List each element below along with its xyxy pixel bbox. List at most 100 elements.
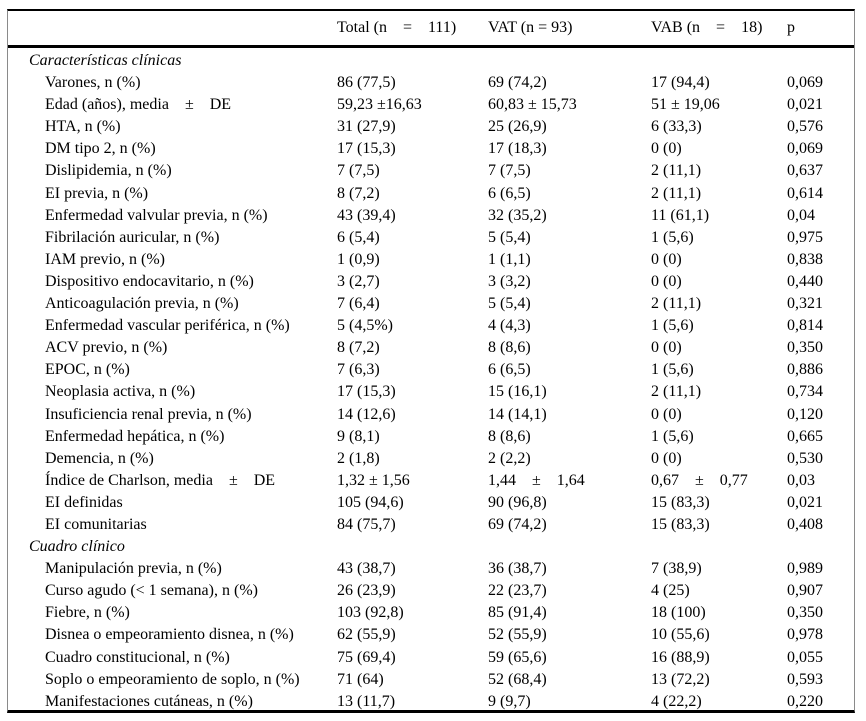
table-row: ACV previo, n (%) 8 (7,2) 8 (8,6) 0 (0) 0,35…	[8, 337, 854, 359]
total-value: 59,23 ±16,63	[337, 96, 422, 114]
table-header-row: Total (n = 111) VAT (n = 93) VAB (n = 18…	[8, 11, 854, 48]
table-row: Fibrilación auricular, n (%) 6 (5,4) 5 (5,…	[8, 227, 854, 249]
vab-value: 17 (94,4)	[651, 74, 710, 92]
row-label: IAM previo, n (%)	[45, 250, 165, 268]
vab-value: 11 (61,1)	[651, 206, 710, 224]
empty-cell	[488, 536, 651, 558]
vab-value: 15 (83,3)	[651, 493, 710, 511]
row-label: EI previa, n (%)	[45, 184, 149, 202]
row-label: Índice de Charlson, media ± DE	[45, 471, 276, 489]
row-label: Enfermedad hepática, n (%)	[45, 427, 225, 445]
vab-value: 0 (0)	[651, 250, 682, 268]
p-value: 0,069	[787, 140, 823, 158]
p-value: 0,614	[787, 184, 823, 202]
table-row: EPOC, n (%) 7 (6,3) 6 (6,5) 1 (5,6) 0,886	[8, 359, 854, 381]
row-label: Enfermedad valvular previa, n (%)	[45, 206, 268, 224]
p-value: 0,576	[787, 118, 823, 136]
vat-value: 36 (38,7)	[488, 560, 547, 578]
empty-cell	[337, 536, 488, 558]
row-label: Curso agudo (< 1 semana), n (%)	[45, 582, 258, 600]
p-value: 0,220	[787, 692, 823, 710]
vab-value: 2 (11,1)	[651, 162, 702, 180]
total-value: 1 (0,9)	[337, 250, 380, 268]
total-value: 9 (8,1)	[337, 427, 380, 445]
vat-value: 3 (3,2)	[488, 272, 531, 290]
vat-value: 85 (91,4)	[488, 604, 547, 622]
p-value: 0,978	[787, 626, 823, 644]
table-row: IAM previo, n (%) 1 (0,9) 1 (1,1) 0 (0) 0,83…	[8, 249, 854, 271]
vab-value: 0 (0)	[651, 405, 682, 423]
header-vab: VAB (n = 18)	[651, 19, 763, 36]
vat-value: 8 (8,6)	[488, 339, 531, 357]
row-label: Cuadro constitucional, n (%)	[45, 648, 230, 666]
table-row: Índice de Charlson, media ± DE 1,32 ± 1,5…	[8, 470, 854, 492]
vab-value: 0 (0)	[651, 339, 682, 357]
empty-cell	[787, 50, 854, 72]
vat-value: 2 (2,2)	[488, 449, 531, 467]
vab-value: 1 (5,6)	[651, 361, 694, 379]
p-value: 0,440	[787, 272, 823, 290]
table-row: Curso agudo (< 1 semana), n (%) 26 (23,9)…	[8, 580, 854, 602]
p-value: 0,734	[787, 383, 823, 401]
vat-value: 4 (4,3)	[488, 317, 531, 335]
vat-value: 25 (26,9)	[488, 118, 547, 136]
table-row: Soplo o empeoramiento de soplo, n (%) 71 …	[8, 669, 854, 691]
p-value: 0,975	[787, 228, 823, 246]
vat-value: 5 (5,4)	[488, 228, 531, 246]
table-row: Varones, n (%) 86 (77,5) 69 (74,2) 17 (94,4…	[8, 72, 854, 94]
row-label: Dislipidemia, n (%)	[45, 162, 172, 180]
row-label: Fibrilación auricular, n (%)	[45, 228, 220, 246]
row-label: Varones, n (%)	[45, 74, 141, 92]
p-value: 0,838	[787, 250, 823, 268]
total-value: 14 (12,6)	[337, 405, 396, 423]
section-title: Características clínicas	[29, 52, 182, 69]
vab-value: 0,67 ± 0,77	[651, 471, 748, 489]
vab-value: 7 (38,9)	[651, 560, 702, 578]
p-value: 0,814	[787, 317, 823, 335]
table-row: Edad (años), media ± DE 59,23 ±16,63 60,83…	[8, 94, 854, 116]
row-label: EI definidas	[45, 493, 123, 511]
p-value: 0,408	[787, 515, 823, 533]
total-value: 17 (15,3)	[337, 140, 396, 158]
p-value: 0,120	[787, 405, 823, 423]
table-row: Manipulación previa, n (%) 43 (38,7) 36 (3…	[8, 558, 854, 580]
vab-value: 6 (33,3)	[651, 118, 702, 136]
p-value: 0,021	[787, 96, 823, 114]
vat-value: 1 (1,1)	[488, 250, 531, 268]
total-value: 2 (1,8)	[337, 449, 380, 467]
vat-value: 6 (6,5)	[488, 184, 531, 202]
row-label: ACV previo, n (%)	[45, 339, 168, 357]
vat-value: 52 (55,9)	[488, 626, 547, 644]
row-label: Neoplasia activa, n (%)	[45, 383, 196, 401]
total-value: 8 (7,2)	[337, 184, 380, 202]
row-label: Dispositivo endocavitario, n (%)	[45, 272, 254, 290]
total-value: 3 (2,7)	[337, 272, 380, 290]
total-value: 1,32 ± 1,56	[337, 471, 410, 489]
vat-value: 32 (35,2)	[488, 206, 547, 224]
empty-cell	[488, 50, 651, 72]
total-value: 7 (6,4)	[337, 295, 380, 313]
clinical-characteristics-table: Total (n = 111) VAT (n = 93) VAB (n = 18…	[7, 9, 855, 713]
table-row: DM tipo 2, n (%) 17 (15,3) 17 (18,3) 0 (0) 0…	[8, 138, 854, 160]
total-value: 75 (69,4)	[337, 648, 396, 666]
vab-value: 1 (5,6)	[651, 317, 694, 335]
table-row: Neoplasia activa, n (%) 17 (15,3) 15 (16,1…	[8, 381, 854, 403]
table-row: Manifestaciones cutáneas, n (%) 13 (11,7)…	[8, 691, 854, 713]
row-label: HTA, n (%)	[45, 118, 121, 136]
table-row: EI previa, n (%) 8 (7,2) 6 (6,5) 2 (11,1) 0,…	[8, 183, 854, 205]
header-total: Total (n = 111)	[337, 19, 457, 36]
row-label: EI comunitarias	[45, 515, 147, 533]
table-row: EI comunitarias 84 (75,7) 69 (74,2) 15 (83,…	[8, 514, 854, 536]
total-value: 84 (75,7)	[337, 515, 396, 533]
table-body: Características clínicas Varones, n (%) 86…	[8, 48, 854, 713]
total-value: 62 (55,9)	[337, 626, 396, 644]
vab-value: 4 (25)	[651, 582, 690, 600]
vab-value: 2 (11,1)	[651, 383, 702, 401]
vat-value: 8 (8,6)	[488, 427, 531, 445]
table-row: Insuficiencia renal previa, n (%) 14 (12,…	[8, 404, 854, 426]
vat-value: 17 (18,3)	[488, 140, 547, 158]
vab-value: 10 (55,6)	[651, 626, 710, 644]
total-value: 8 (7,2)	[337, 339, 380, 357]
vab-value: 15 (83,3)	[651, 515, 710, 533]
row-label: Soplo o empeoramiento de soplo, n (%)	[45, 670, 300, 688]
